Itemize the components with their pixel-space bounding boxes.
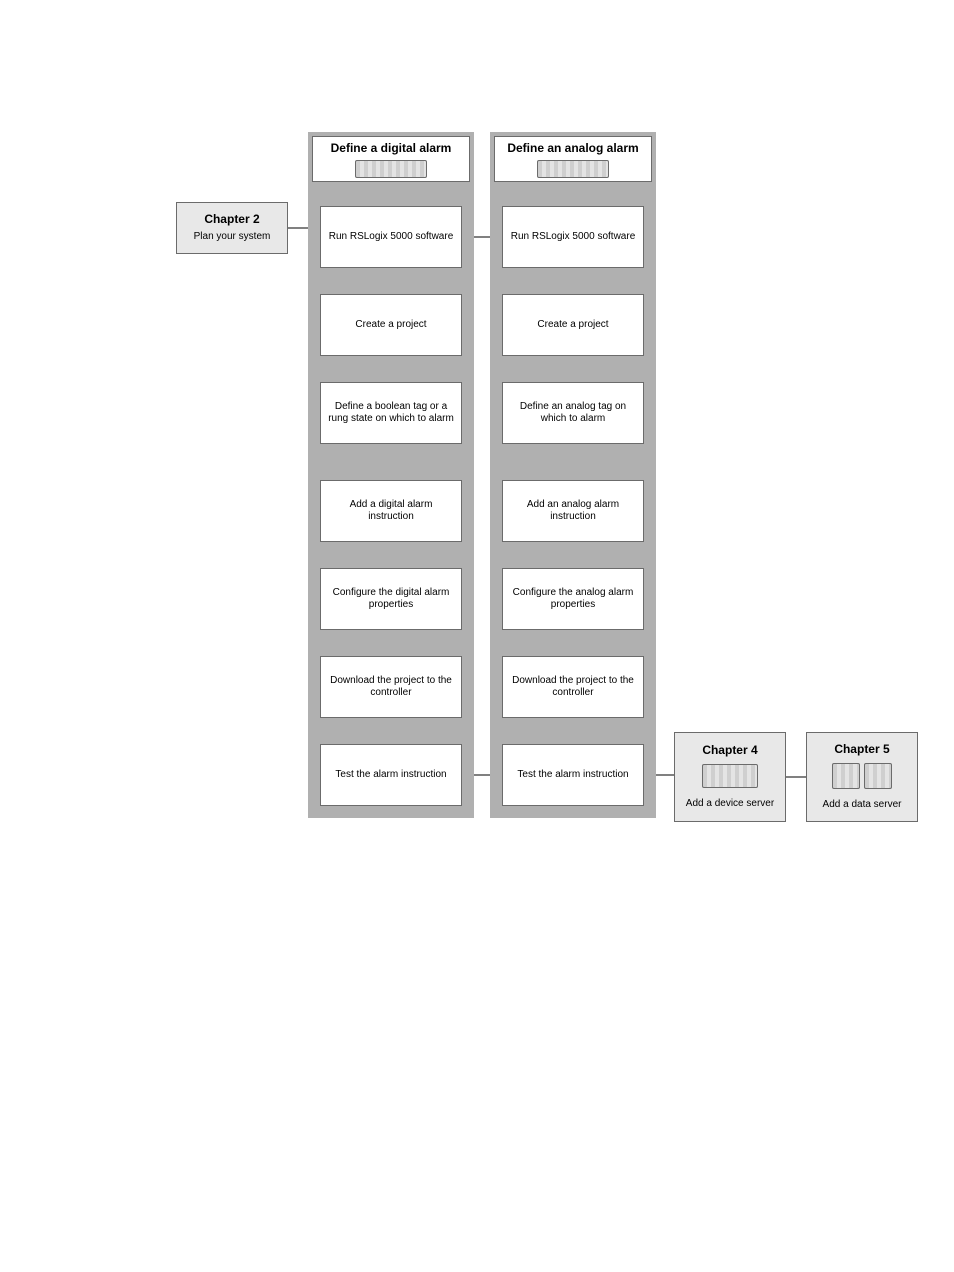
chapter-2-subtitle: Plan your system xyxy=(194,231,271,244)
hardware-icon xyxy=(832,763,860,789)
step-label: Add an analog alarm instruction xyxy=(503,499,643,524)
step-label: Configure the digital alarm properties xyxy=(321,587,461,612)
chapter-4-box: Chapter 4 Add a device server xyxy=(674,732,786,822)
step-label: Add a digital alarm instruction xyxy=(321,499,461,524)
step-label: Define a boolean tag or a rung state on … xyxy=(321,401,461,426)
flowchart-canvas: Define a digital alarm Define an analog … xyxy=(0,0,954,1272)
step-digital-4: Configure the digital alarm properties xyxy=(320,568,462,630)
step-digital-2: Define a boolean tag or a rung state on … xyxy=(320,382,462,444)
step-analog-4: Configure the analog alarm properties xyxy=(502,568,644,630)
step-digital-5: Download the project to the controller xyxy=(320,656,462,718)
step-analog-1: Create a project xyxy=(502,294,644,356)
chapter-5-subtitle: Add a data server xyxy=(823,799,902,812)
chapter-4-title: Chapter 4 xyxy=(702,743,757,758)
step-label: Create a project xyxy=(531,319,614,332)
step-analog-0: Run RSLogix 5000 software xyxy=(502,206,644,268)
chapter-2-title: Chapter 2 xyxy=(204,212,259,227)
step-digital-3: Add a digital alarm instruction xyxy=(320,480,462,542)
step-label: Run RSLogix 5000 software xyxy=(505,231,642,244)
step-label: Configure the analog alarm properties xyxy=(503,587,643,612)
step-digital-6: Test the alarm instruction xyxy=(320,744,462,806)
column-header-analog-label: Define an analog alarm xyxy=(507,141,638,156)
step-analog-2: Define an analog tag on which to alarm xyxy=(502,382,644,444)
chapter-4-subtitle: Add a device server xyxy=(686,798,774,811)
step-analog-6: Test the alarm instruction xyxy=(502,744,644,806)
step-label: Download the project to the controller xyxy=(503,675,643,700)
connector-layer xyxy=(0,0,954,1272)
column-header-analog: Define an analog alarm xyxy=(494,136,652,182)
column-header-digital: Define a digital alarm xyxy=(312,136,470,182)
hardware-icon xyxy=(355,160,427,178)
step-digital-1: Create a project xyxy=(320,294,462,356)
step-analog-5: Download the project to the controller xyxy=(502,656,644,718)
chapter-2-box: Chapter 2 Plan your system xyxy=(176,202,288,254)
column-header-digital-label: Define a digital alarm xyxy=(331,141,452,156)
step-analog-3: Add an analog alarm instruction xyxy=(502,480,644,542)
step-label: Download the project to the controller xyxy=(321,675,461,700)
step-digital-0: Run RSLogix 5000 software xyxy=(320,206,462,268)
step-label: Test the alarm instruction xyxy=(511,769,634,782)
step-label: Run RSLogix 5000 software xyxy=(323,231,460,244)
chapter-5-title: Chapter 5 xyxy=(834,742,889,757)
hardware-icon xyxy=(702,764,758,788)
hardware-icon xyxy=(537,160,609,178)
step-label: Define an analog tag on which to alarm xyxy=(503,401,643,426)
hardware-icon-pair xyxy=(832,763,892,789)
step-label: Test the alarm instruction xyxy=(329,769,452,782)
step-label: Create a project xyxy=(349,319,432,332)
hardware-icon xyxy=(864,763,892,789)
chapter-5-box: Chapter 5 Add a data server xyxy=(806,732,918,822)
